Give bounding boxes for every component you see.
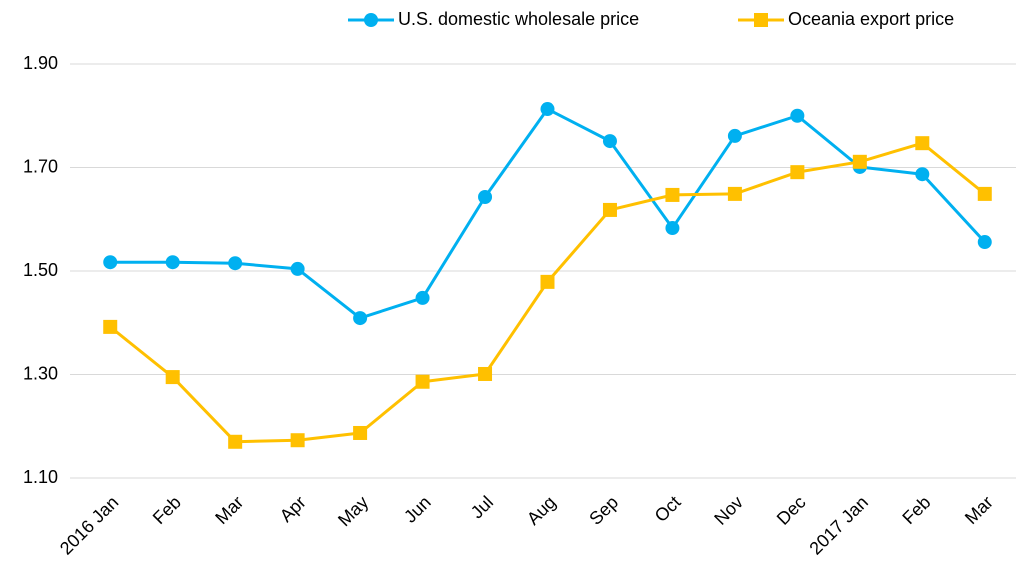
x-tick-label: 2016 Jan <box>56 492 123 559</box>
legend-marker <box>754 13 768 27</box>
data-point <box>540 274 555 289</box>
data-point <box>290 261 305 276</box>
data-point <box>165 255 180 270</box>
data-point <box>228 256 243 271</box>
data-point <box>790 165 805 180</box>
data-point <box>415 374 430 389</box>
data-point <box>353 425 368 440</box>
data-point <box>103 319 118 334</box>
x-tick-label: Feb <box>898 492 934 528</box>
x-tick-label: Mar <box>211 492 247 528</box>
x-tick-label: Nov <box>710 492 747 529</box>
x-tick-label: 2017 Jan <box>805 492 872 559</box>
x-tick-label: Jul <box>467 492 497 522</box>
data-point <box>915 136 930 151</box>
data-point <box>665 221 680 236</box>
y-tick-label: 1.70 <box>23 156 58 176</box>
data-point <box>478 366 493 381</box>
data-point <box>727 186 742 201</box>
data-point <box>602 202 617 217</box>
series-line <box>109 141 986 444</box>
data-point <box>290 433 305 448</box>
data-point <box>353 311 368 326</box>
y-tick-label: 1.50 <box>23 260 58 280</box>
x-tick-label: Sep <box>585 492 622 529</box>
data-point <box>727 128 742 143</box>
data-point <box>977 235 992 250</box>
data-point <box>665 187 680 202</box>
data-point <box>165 370 180 385</box>
data-point <box>103 255 118 270</box>
data-point <box>540 102 555 117</box>
data-point <box>790 108 805 123</box>
legend-label: Oceania export price <box>788 9 954 29</box>
y-tick-label: 1.10 <box>23 467 58 487</box>
x-tick-label: May <box>334 492 372 530</box>
data-point <box>228 434 243 449</box>
x-tick-label: Oct <box>651 492 685 526</box>
legend-marker <box>364 13 378 27</box>
legend-label: U.S. domestic wholesale price <box>398 9 639 29</box>
y-tick-label: 1.90 <box>23 53 58 73</box>
data-point <box>852 154 867 169</box>
x-tick-label: Dec <box>773 492 810 529</box>
data-point <box>977 186 992 201</box>
y-tick-label: 1.30 <box>23 363 58 383</box>
x-tick-label: Apr <box>276 492 310 526</box>
data-point <box>478 189 493 204</box>
x-tick-label: Jun <box>400 492 435 527</box>
x-tick-label: Aug <box>523 492 560 529</box>
x-tick-label: Mar <box>961 492 997 528</box>
data-point <box>415 290 430 305</box>
data-point <box>915 167 930 182</box>
x-tick-label: Feb <box>149 492 185 528</box>
data-point <box>602 134 617 149</box>
